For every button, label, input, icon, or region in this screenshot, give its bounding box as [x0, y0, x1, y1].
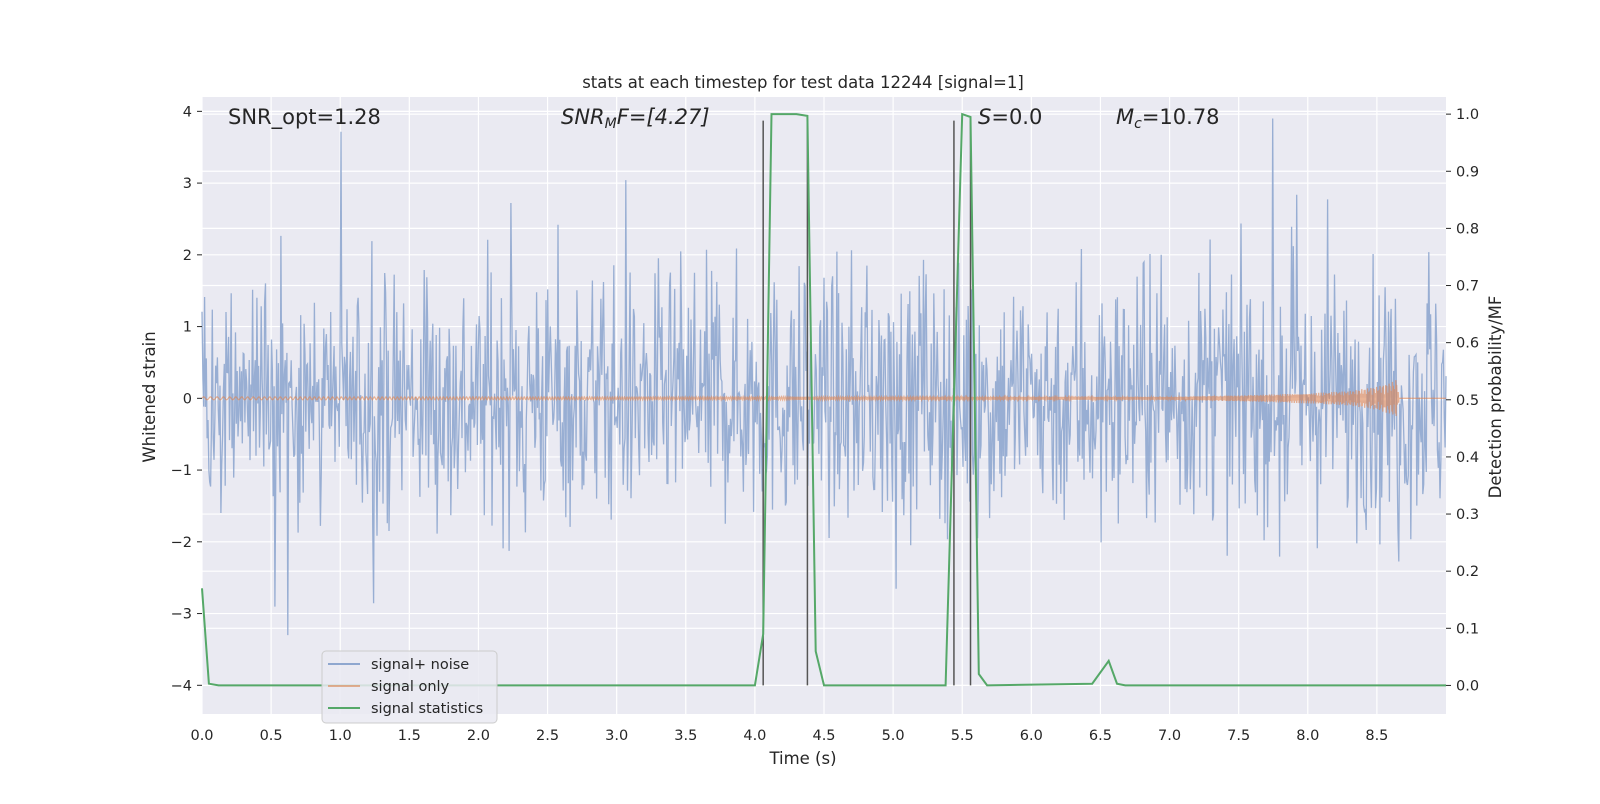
y-tick-label-left: 2 — [183, 248, 192, 264]
x-tick-label: 5.0 — [882, 728, 905, 744]
x-tick-label: 4.0 — [743, 728, 766, 744]
y-tick-label-left: 0 — [183, 391, 192, 407]
x-tick-label: 3.0 — [605, 728, 628, 744]
x-axis-label: Time (s) — [768, 749, 836, 768]
y-tick-label-right: 0.0 — [1456, 678, 1479, 694]
x-tick-label: 5.5 — [951, 728, 974, 744]
y-tick-label-right: 0.1 — [1456, 621, 1479, 637]
annotation-snr-mf: SNRMF=[4.27] — [561, 105, 710, 132]
x-tick-label: 0.5 — [260, 728, 283, 744]
y-tick-label-right: 0.7 — [1456, 279, 1479, 295]
x-tick-label: 6.0 — [1020, 728, 1043, 744]
axes: 0.0 0.5 1.0 1.5 2.0 2.5 3.0 3.5 4.0 4.5 5.0 5.5 6.0 6… — [171, 104, 1479, 744]
y-tick-label-left: 1 — [183, 320, 192, 336]
annotation-mc: Mc=10.78 — [1116, 105, 1220, 132]
legend-label-signal-noise: signal+ noise — [371, 657, 469, 673]
legend-label-signal-statistics: signal statistics — [371, 701, 483, 717]
y-axis-label-right: Detection probability/MF — [1486, 296, 1505, 499]
x-tick-label: 7.0 — [1158, 728, 1181, 744]
x-tick-label: 4.5 — [812, 728, 835, 744]
annotation-s: S=0.0 — [978, 105, 1042, 129]
y-tick-label-right: 0.4 — [1456, 450, 1479, 466]
y-tick-label-right: 0.6 — [1456, 336, 1479, 352]
series-signal-noise — [201, 118, 1447, 636]
x-tick-label: 2.0 — [467, 728, 490, 744]
signal-only-line — [201, 380, 1446, 417]
x-tick-label: 1.5 — [398, 728, 421, 744]
x-tick-label: 7.5 — [1227, 728, 1250, 744]
legend-label-signal-only: signal only — [371, 679, 450, 695]
series-signal-only — [201, 380, 1446, 417]
x-tick-label: 2.5 — [536, 728, 559, 744]
y-tick-label-right: 0.3 — [1456, 507, 1479, 523]
x-tick-label: 6.5 — [1089, 728, 1112, 744]
y-tick-label-right: 1.0 — [1456, 107, 1479, 123]
y-tick-label-left: −1 — [171, 463, 192, 479]
y-tick-label-left: −4 — [171, 678, 192, 694]
x-tick-label: 0.0 — [190, 728, 213, 744]
y-tick-label-right: 0.8 — [1456, 221, 1479, 237]
signal-statistics-line — [201, 112, 1446, 687]
x-tick-label: 3.5 — [674, 728, 697, 744]
x-tick-label: 8.0 — [1296, 728, 1319, 744]
y-tick-label-left: 4 — [183, 104, 192, 120]
legend: signal+ noise signal only signal statist… — [321, 650, 498, 724]
y-tick-label-right: 0.9 — [1456, 164, 1479, 180]
chart-title: stats at each timestep for test data 122… — [582, 73, 1024, 92]
series-signal-statistics — [201, 112, 1446, 687]
y-tick-label-right: 0.5 — [1456, 393, 1479, 409]
y-tick-label-right: 0.2 — [1456, 564, 1479, 580]
y-tick-label-left: −3 — [171, 607, 192, 623]
signal-noise-line — [201, 118, 1447, 636]
x-tick-label: 1.0 — [329, 728, 352, 744]
annotation-snr-opt: SNR_opt=1.28 — [228, 105, 381, 130]
legend-box — [321, 650, 498, 724]
y-tick-label-left: 3 — [183, 176, 192, 192]
y-axis-label-left: Whitened strain — [140, 331, 159, 462]
x-tick-label: 8.5 — [1365, 728, 1388, 744]
y-tick-label-left: −2 — [171, 535, 192, 551]
